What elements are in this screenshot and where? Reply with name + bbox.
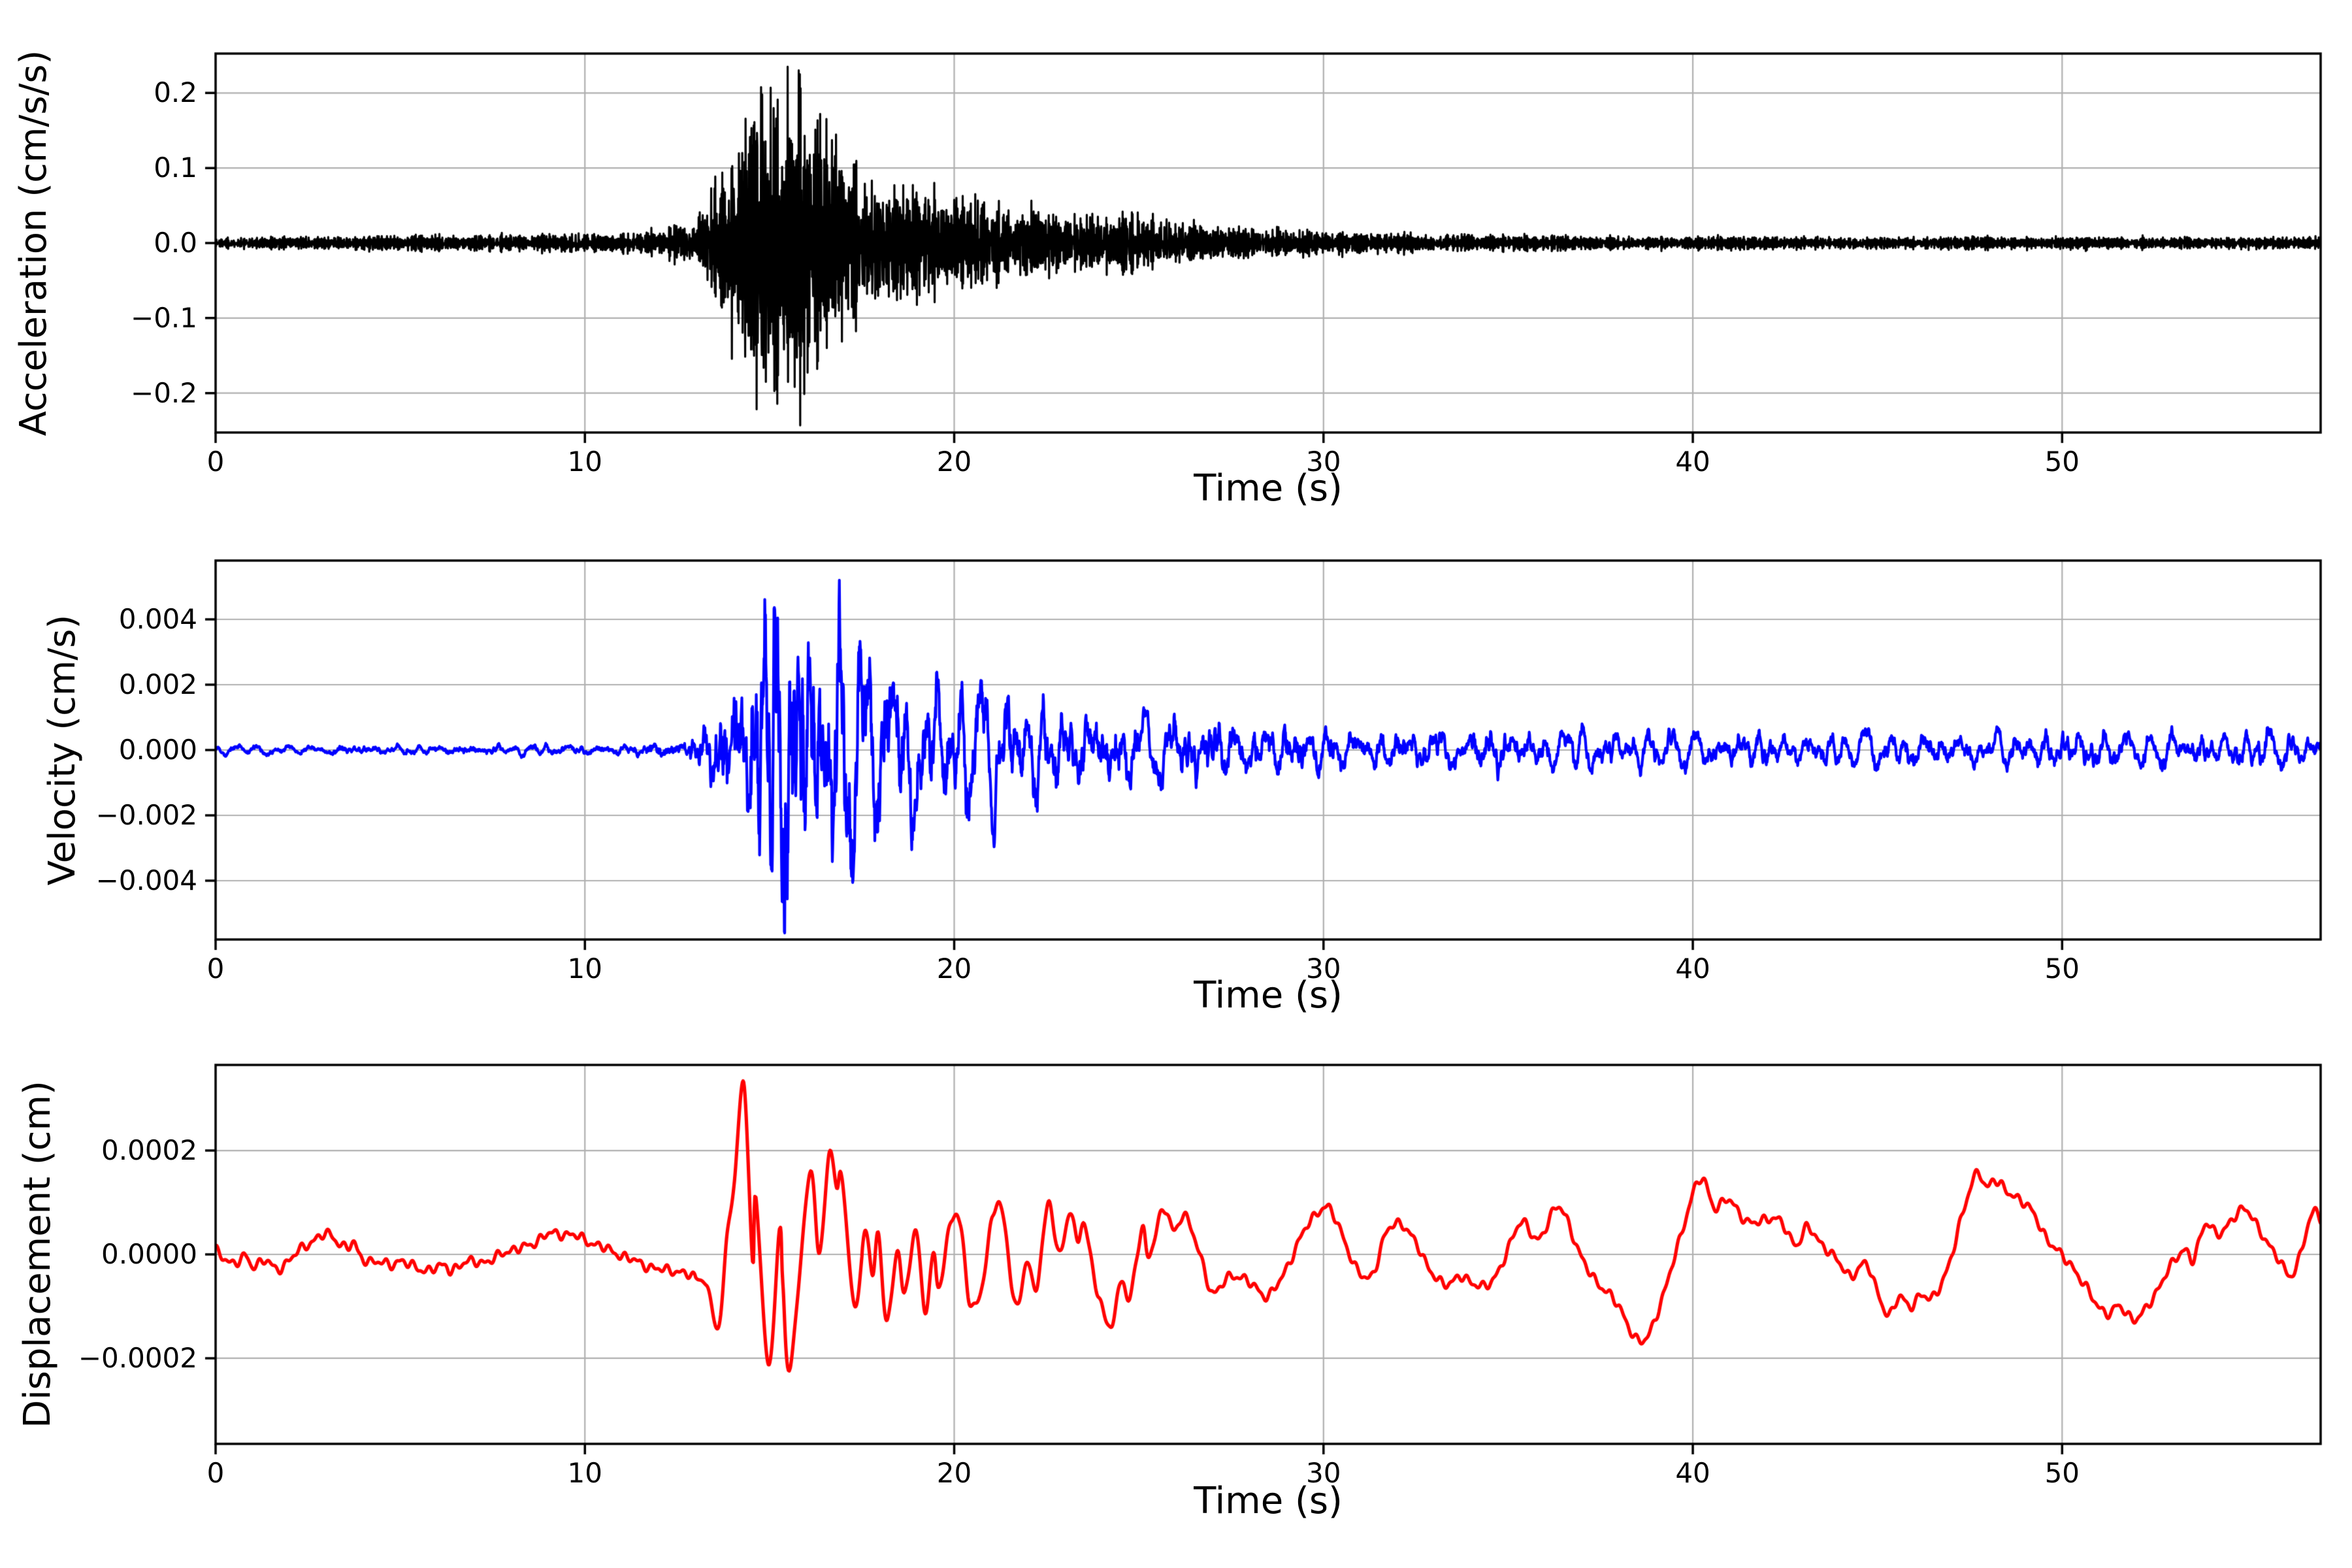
xtick-label-plot3-10: 10 <box>567 1457 602 1489</box>
xtick-label-plot1-30: 30 <box>1306 446 1341 478</box>
ytick-label-plot2-1: 0.002 <box>118 668 197 700</box>
xtick-label-plot1-50: 50 <box>2044 446 2080 478</box>
xtick-label-plot2-40: 40 <box>1675 953 1710 985</box>
xtick-label-plot3-20: 20 <box>936 1457 972 1489</box>
xtick-label-plot2-30: 30 <box>1306 953 1341 985</box>
ytick-label-plot3-2: −0.0002 <box>78 1341 197 1374</box>
xtick-label-plot3-0: 0 <box>206 1457 225 1489</box>
ytick-label-plot1-2: 0.0 <box>154 227 197 259</box>
ytick-label-plot3-1: 0.0000 <box>101 1238 197 1270</box>
xlabel-time-middle: Time (s) <box>1194 974 1343 1017</box>
xtick-label-plot3-30: 30 <box>1306 1457 1341 1489</box>
ylabel-displacement: Displacement (cm) <box>16 1081 59 1428</box>
xtick-label-plot1-10: 10 <box>567 446 602 478</box>
ytick-label-plot2-2: 0.000 <box>118 734 197 766</box>
xtick-label-plot1-20: 20 <box>936 446 972 478</box>
xtick-label-plot2-20: 20 <box>936 953 972 985</box>
ytick-label-plot1-0: 0.2 <box>154 76 197 109</box>
xtick-label-plot2-10: 10 <box>567 953 602 985</box>
ytick-label-plot1-1: 0.1 <box>154 152 197 184</box>
xtick-label-plot3-50: 50 <box>2044 1457 2080 1489</box>
ytick-label-plot2-3: −0.002 <box>95 799 197 831</box>
xlabel-time-bottom: Time (s) <box>1194 1480 1343 1522</box>
xtick-label-plot1-0: 0 <box>206 446 225 478</box>
ytick-label-plot2-0: 0.004 <box>118 603 197 635</box>
ylabel-acceleration: Acceleration (cm/s/s) <box>12 50 55 436</box>
xlabel-time-top: Time (s) <box>1194 467 1343 510</box>
xtick-label-plot3-40: 40 <box>1675 1457 1710 1489</box>
xtick-label-plot2-0: 0 <box>206 953 225 985</box>
ytick-label-plot1-3: −0.1 <box>131 301 197 334</box>
ytick-label-plot1-4: −0.2 <box>131 376 197 409</box>
xtick-label-plot2-50: 50 <box>2044 953 2080 985</box>
xtick-label-plot1-40: 40 <box>1675 446 1710 478</box>
ytick-label-plot2-4: −0.004 <box>95 864 197 896</box>
ytick-label-plot3-0: 0.0002 <box>101 1134 197 1167</box>
ylabel-velocity: Velocity (cm/s) <box>41 614 84 886</box>
